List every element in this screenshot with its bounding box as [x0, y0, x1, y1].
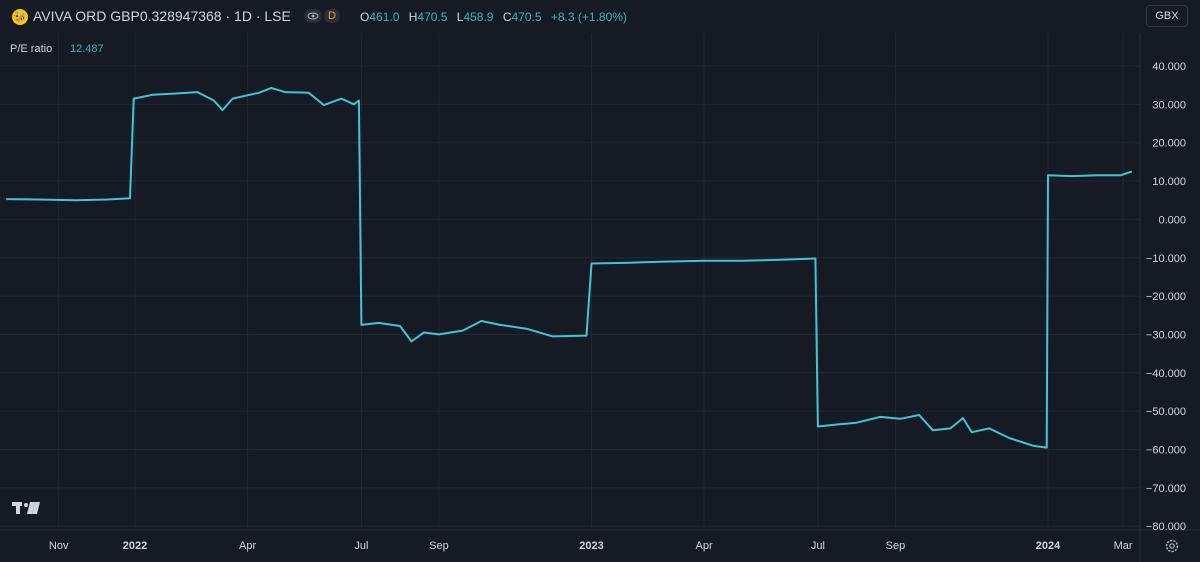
tradingview-logo-icon[interactable] [12, 500, 42, 521]
aviva-logo-icon: 🐝 [12, 9, 28, 25]
x-tick-label: Nov [49, 540, 69, 552]
low-value: 458.9 [463, 10, 494, 24]
high-key: H [408, 10, 418, 24]
open-key: O [360, 10, 370, 24]
x-tick-label: Jul [354, 540, 368, 552]
y-tick-label: 10.000 [1152, 176, 1186, 188]
x-tick-label: 2024 [1036, 540, 1061, 552]
x-tick-label: 2022 [123, 540, 147, 552]
close-value: 470.5 [511, 10, 542, 24]
y-tick-label: 40.000 [1152, 61, 1186, 73]
open-value: 461.0 [369, 10, 400, 24]
tradingview-logo-glyph-icon [12, 502, 40, 514]
gear-icon [1165, 539, 1179, 553]
y-tick-label: −10.000 [1146, 253, 1186, 265]
x-tick-label: 2023 [579, 540, 603, 552]
y-tick-label: −80.000 [1146, 521, 1186, 533]
y-tick-label: −40.000 [1146, 368, 1186, 380]
chart-header: 🐝 AVIVA ORD GBP0.328947368 · 1D · LSE D … [0, 0, 1200, 33]
high-value: 470.5 [417, 10, 448, 24]
eye-glyph-icon [307, 12, 319, 20]
x-tick-label: Apr [695, 540, 712, 552]
x-tick-label: Apr [239, 540, 256, 552]
y-tick-label: −60.000 [1146, 445, 1186, 457]
indicator-value: 12.487 [70, 43, 104, 55]
eye-icon[interactable] [304, 9, 322, 23]
y-tick-label: −50.000 [1146, 406, 1186, 418]
y-tick-label: −20.000 [1146, 291, 1186, 303]
y-tick-label: −30.000 [1146, 329, 1186, 341]
y-tick-label: 30.000 [1152, 99, 1186, 111]
y-tick-label: 20.000 [1152, 138, 1186, 150]
x-axis: Nov 2022 Apr Jul Sep 2023 Apr Jul Sep 2024 Mar [49, 540, 1133, 552]
low-key: L [456, 10, 464, 24]
y-tick-label: 0.000 [1158, 214, 1186, 226]
y-tick-label: −70.000 [1146, 483, 1186, 495]
x-tick-label: Sep [886, 540, 906, 552]
symbol-title[interactable]: AVIVA ORD GBP0.328947368 · 1D · LSE [33, 8, 291, 24]
series-layer [6, 86, 1133, 449]
indicator-label[interactable]: P/E ratio [10, 43, 53, 55]
change-value: +8.3 (+1.80%) [550, 10, 627, 24]
y-axis: 40.000 30.000 20.000 10.000 0.000 −10.000 −20.… [1146, 61, 1186, 533]
chart-grid [0, 33, 1200, 562]
pe-ratio-line [6, 86, 1133, 449]
currency-button[interactable]: GBX [1146, 5, 1188, 27]
settings-gear-icon[interactable] [1163, 537, 1181, 555]
interval-badge[interactable]: D [324, 9, 340, 23]
x-tick-label: Jul [811, 540, 825, 552]
ohlc-values: O461.0 H470.5 L458.9 C470.5 +8.3 (+1.80%… [360, 10, 633, 24]
close-key: C [502, 10, 512, 24]
x-tick-label: Mar [1114, 540, 1133, 552]
x-tick-label: Sep [429, 540, 449, 552]
